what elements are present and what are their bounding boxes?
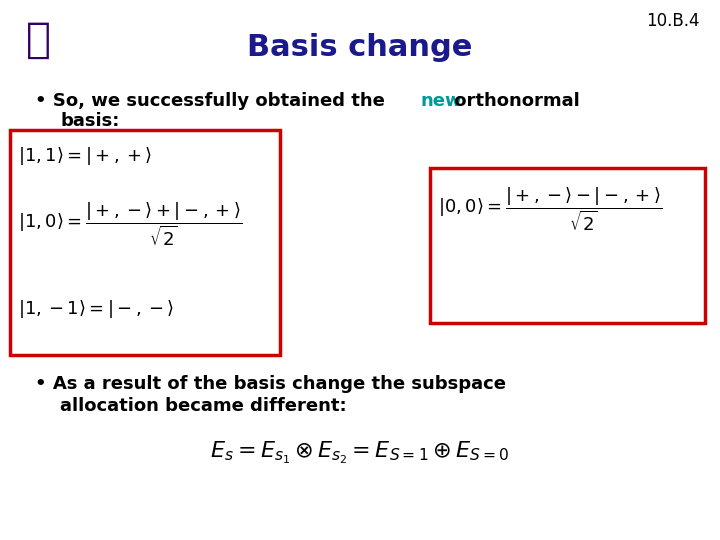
Text: $|0,0\rangle = \dfrac{|+,-\rangle-|-,+\rangle}{\sqrt{2}}$: $|0,0\rangle = \dfrac{|+,-\rangle-|-,+\r… <box>438 185 662 233</box>
Text: new: new <box>420 92 462 110</box>
Text: Basis change: Basis change <box>247 33 473 63</box>
Text: $E_s = E_{s_1} \otimes E_{s_2} = E_{S=1} \oplus E_{S=0}$: $E_s = E_{s_1} \otimes E_{s_2} = E_{S=1}… <box>210 440 510 466</box>
Text: basis:: basis: <box>60 112 120 130</box>
Text: 10.B.4: 10.B.4 <box>647 12 700 30</box>
Text: $|1,-1\rangle = |-,-\rangle$: $|1,-1\rangle = |-,-\rangle$ <box>18 298 174 320</box>
Bar <box>430 168 705 323</box>
Bar <box>10 130 280 355</box>
Text: $|1,1\rangle = |+,+\rangle$: $|1,1\rangle = |+,+\rangle$ <box>18 145 152 167</box>
Text: $|1,0\rangle = \dfrac{|+,-\rangle+|-,+\rangle}{\sqrt{2}}$: $|1,0\rangle = \dfrac{|+,-\rangle+|-,+\r… <box>18 200 243 248</box>
Text: 🦎: 🦎 <box>25 19 50 61</box>
Text: orthonormal: orthonormal <box>448 92 580 110</box>
Text: • As a result of the basis change the subspace: • As a result of the basis change the su… <box>35 375 506 393</box>
Text: • So, we successfully obtained the: • So, we successfully obtained the <box>35 92 391 110</box>
Text: allocation became different:: allocation became different: <box>60 397 346 415</box>
FancyBboxPatch shape <box>3 3 75 72</box>
